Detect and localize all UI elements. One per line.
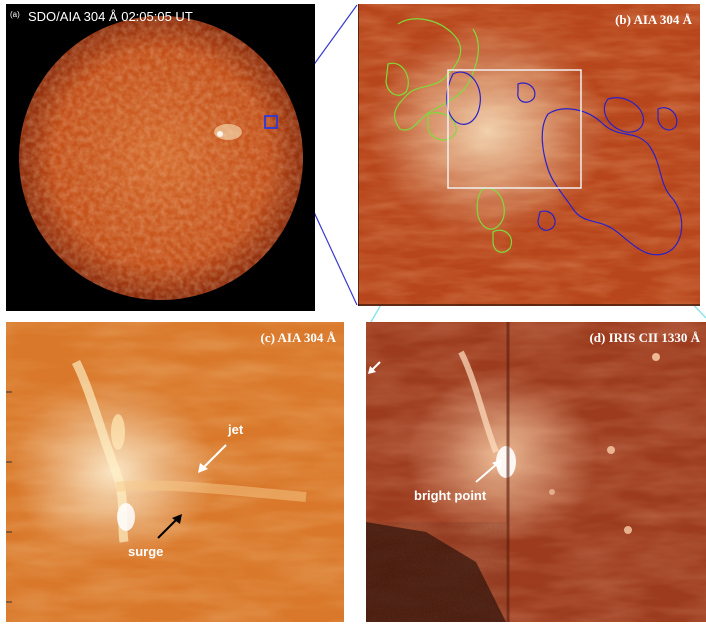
panel-b-title: (b) AIA 304 Å: [615, 12, 692, 27]
panel-d-title: (d) IRIS CII 1330 Å: [589, 330, 700, 345]
aia-zoom-image: [6, 322, 344, 622]
region-image: [358, 4, 700, 306]
zoom-box: [264, 115, 278, 129]
panel-d-iris-sji: (d) IRIS CII 1330 Å bright point: [366, 322, 706, 622]
panel-c-aia-zoom: (c) AIA 304 Å jet surge: [6, 322, 344, 622]
green-contours: [385, 18, 513, 253]
surge-label: surge: [128, 544, 164, 559]
panel-c-title: (c) AIA 304 Å: [260, 330, 336, 345]
panel-a-tag: (a): [10, 10, 20, 19]
panel-a-title: SDO/AIA 304 Å 02:05:05 UT: [28, 9, 193, 24]
bright-point-arrow: [475, 462, 499, 483]
bright-point-label: bright point: [414, 488, 487, 503]
panel-b-region-contours: (b) AIA 304 Å: [358, 4, 700, 306]
panel-a-full-disk: (a) SDO/AIA 304 Å 02:05:05 UT: [6, 4, 315, 311]
blue-contours: [446, 71, 683, 256]
iris-image: [366, 322, 706, 622]
jet-label: jet: [228, 422, 244, 437]
axis-ticks: [358, 4, 700, 306]
jet-arrow: [201, 444, 227, 470]
axis-ticks: [6, 391, 12, 603]
solar-disk-image: [19, 16, 303, 300]
surge-arrow: [157, 517, 179, 539]
zoom-box: [447, 69, 582, 189]
